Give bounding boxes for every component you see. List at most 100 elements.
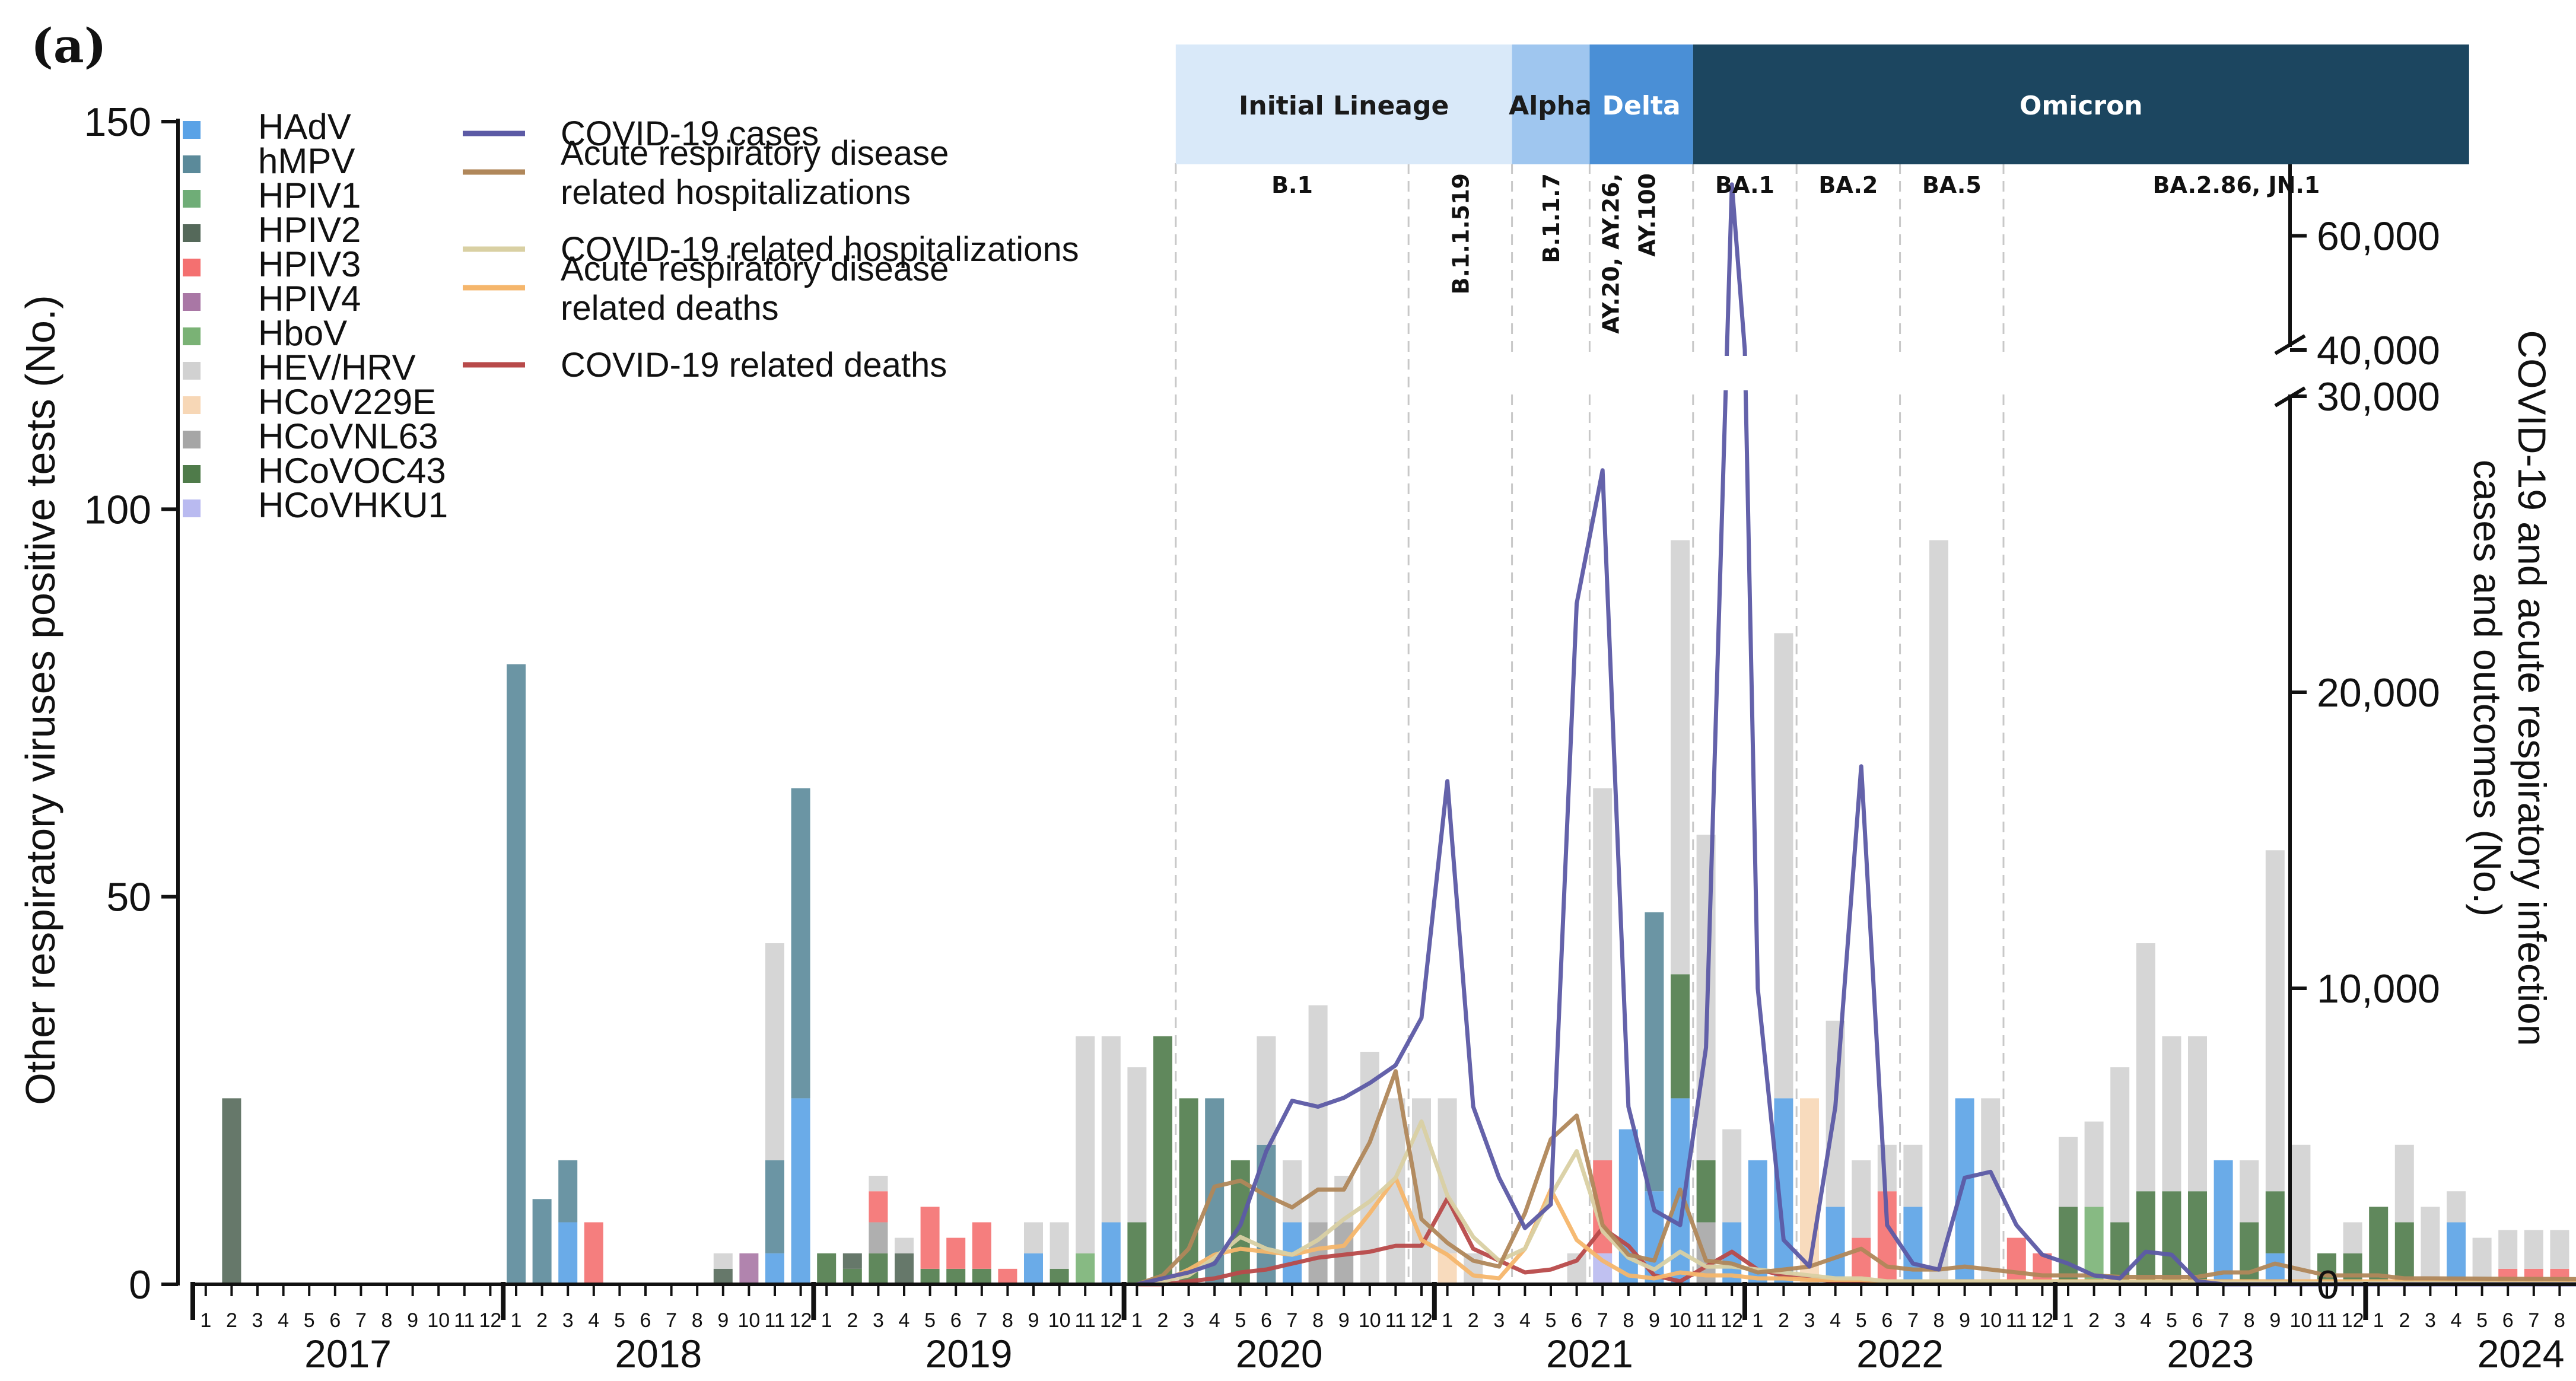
month-label-85: 1 xyxy=(2373,1309,2384,1332)
month-label-2: 2 xyxy=(226,1309,237,1332)
month-label-63: 3 xyxy=(1804,1309,1815,1332)
month-label-55: 7 xyxy=(1597,1309,1608,1332)
lineage-b-1-1-7: B.1.1.7 xyxy=(1538,173,1564,263)
bar-62-hev-hrv xyxy=(1774,633,1793,1099)
month-label-81: 9 xyxy=(2269,1309,2281,1332)
legend-swatch-hpiv4 xyxy=(183,293,201,311)
month-label-3: 3 xyxy=(252,1309,263,1332)
series-lines xyxy=(1134,182,2576,1287)
legend: HAdVhMPVHPIV1HPIV2HPIV3HPIV4HboVHEV/HRVH… xyxy=(183,107,1079,525)
right-axis-label-line2: cases and outcomes (No.) xyxy=(2466,460,2510,917)
month-label-28: 4 xyxy=(899,1309,910,1332)
bar-27-hcovnl63 xyxy=(869,1222,888,1253)
lineage-ba-5: BA.5 xyxy=(1922,172,1982,198)
month-label-52: 4 xyxy=(1519,1309,1531,1332)
line-covid-19-cases xyxy=(1134,182,2576,1287)
bar-81-hev-hrv xyxy=(2265,850,2285,1192)
legend-swatch-hpiv3 xyxy=(183,259,201,276)
bar-29-hpiv3 xyxy=(920,1207,940,1269)
month-label-12: 12 xyxy=(479,1309,501,1332)
bar-73-hcovoc43 xyxy=(2059,1207,2078,1284)
lineage-ba-2-86-jn-1: BA.2.86, JN.1 xyxy=(2153,172,2320,198)
bar-29-hcovoc43 xyxy=(920,1268,940,1284)
variant-alpha xyxy=(1512,44,1590,164)
month-label-70: 10 xyxy=(1979,1309,2002,1332)
lineage-b-1: B.1 xyxy=(1271,172,1313,198)
month-label-5: 5 xyxy=(304,1309,315,1332)
month-label-71: 11 xyxy=(2006,1309,2027,1332)
month-label-91: 7 xyxy=(2528,1309,2539,1332)
bar-44-hev-hrv xyxy=(1308,1005,1328,1223)
bar-90-hev-hrv xyxy=(2498,1230,2518,1269)
bar-43-hev-hrv xyxy=(1283,1160,1302,1223)
month-label-26: 2 xyxy=(847,1309,858,1332)
month-label-8: 8 xyxy=(381,1309,393,1332)
bar-59-hcovoc43 xyxy=(1696,1160,1716,1223)
variant-band: Initial Lineage Alpha Delta Omicron xyxy=(1175,44,2469,164)
variant-label-omicron: Omicron xyxy=(2020,91,2143,121)
legend-line-label-3-0: Acute respiratory disease xyxy=(561,250,949,288)
bar-84-hev-hrv xyxy=(2343,1222,2362,1253)
bar-27-hcovoc43 xyxy=(869,1253,888,1284)
lineage-ba-1: BA.1 xyxy=(1715,172,1774,198)
month-label-23: 11 xyxy=(764,1309,785,1332)
legend-label-hpiv3: HPIV3 xyxy=(258,244,361,284)
lineage-ay-100: AY.100 xyxy=(1634,173,1660,257)
month-label-48: 12 xyxy=(1410,1309,1433,1332)
bar-44-hcovnl63 xyxy=(1308,1222,1328,1284)
bar-70-hev-hrv xyxy=(1981,1098,2001,1284)
bar-80-hcovoc43 xyxy=(2240,1222,2259,1284)
legend-swatch-hbov xyxy=(183,327,201,345)
month-label-73: 1 xyxy=(2063,1309,2074,1332)
year-label-2019: 2019 xyxy=(926,1332,1013,1376)
month-label-15: 3 xyxy=(562,1309,574,1332)
month-label-11: 11 xyxy=(454,1309,475,1332)
lineage-ba-2: BA.2 xyxy=(1818,172,1878,198)
bar-42-hev-hrv xyxy=(1257,1036,1276,1145)
legend-swatch-hcovnl63 xyxy=(183,431,201,448)
bar-77-hev-hrv xyxy=(2162,1036,2181,1192)
legend-line-label-3-1: related deaths xyxy=(561,289,779,327)
legend-line-label-1-0: Acute respiratory disease xyxy=(561,134,949,173)
month-label-69: 9 xyxy=(1959,1309,1970,1332)
bar-81-hadv xyxy=(2265,1253,2285,1284)
bar-81-hcovoc43 xyxy=(2265,1191,2285,1253)
bar-92-hev-hrv xyxy=(2550,1230,2569,1269)
bar-36-hev-hrv xyxy=(1101,1036,1121,1223)
bar-14-hmpv xyxy=(532,1199,552,1284)
bar-86-hcovoc43 xyxy=(2394,1222,2414,1284)
year-label-2017: 2017 xyxy=(304,1332,392,1376)
bar-23-hev-hrv xyxy=(765,943,784,1160)
bar-26-hcovoc43 xyxy=(842,1268,862,1284)
bar-30-hcovoc43 xyxy=(946,1268,966,1284)
legend-label-hbov: HboV xyxy=(258,313,347,353)
bar-21-hpiv2 xyxy=(713,1268,733,1284)
legend-swatch-hcovhku1 xyxy=(183,499,201,517)
legend-swatch-hadv xyxy=(183,121,201,139)
month-label-40: 4 xyxy=(1209,1309,1220,1332)
bar-83-hcovoc43 xyxy=(2317,1253,2336,1284)
bar-91-hev-hrv xyxy=(2524,1230,2543,1269)
bar-74-hev-hrv xyxy=(2084,1121,2104,1207)
year-label-2020: 2020 xyxy=(1236,1332,1323,1376)
lineage-labels: B.1 B.1.1.519 B.1.1.7 AY.20, AY.26, AY.100 BA… xyxy=(1271,172,2320,334)
variant-initial-lineage xyxy=(1175,44,1512,164)
lineage-b-1-1-519: B.1.1.519 xyxy=(1448,173,1474,294)
legend-label-hpiv4: HPIV4 xyxy=(258,279,361,319)
legend-swatch-hcov229e xyxy=(183,396,201,414)
month-label-49: 1 xyxy=(1442,1309,1453,1332)
bar-78-hcovoc43 xyxy=(2188,1191,2207,1284)
bar-32-hpiv3 xyxy=(998,1268,1017,1284)
line-covid-19-related-hospitalizations xyxy=(1134,1119,2576,1287)
legend-swatch-hmpv xyxy=(183,155,201,173)
legend-line-label-0-0: COVID-19 cases xyxy=(561,114,819,153)
month-label-51: 3 xyxy=(1493,1309,1505,1332)
month-label-32: 8 xyxy=(1002,1309,1013,1332)
panel-label: (a) xyxy=(31,18,107,74)
month-label-80: 8 xyxy=(2244,1309,2255,1332)
month-label-18: 6 xyxy=(640,1309,651,1332)
year-label-2021: 2021 xyxy=(1546,1332,1633,1376)
bar-24-hmpv xyxy=(791,788,810,1099)
month-label-38: 2 xyxy=(1157,1309,1169,1332)
